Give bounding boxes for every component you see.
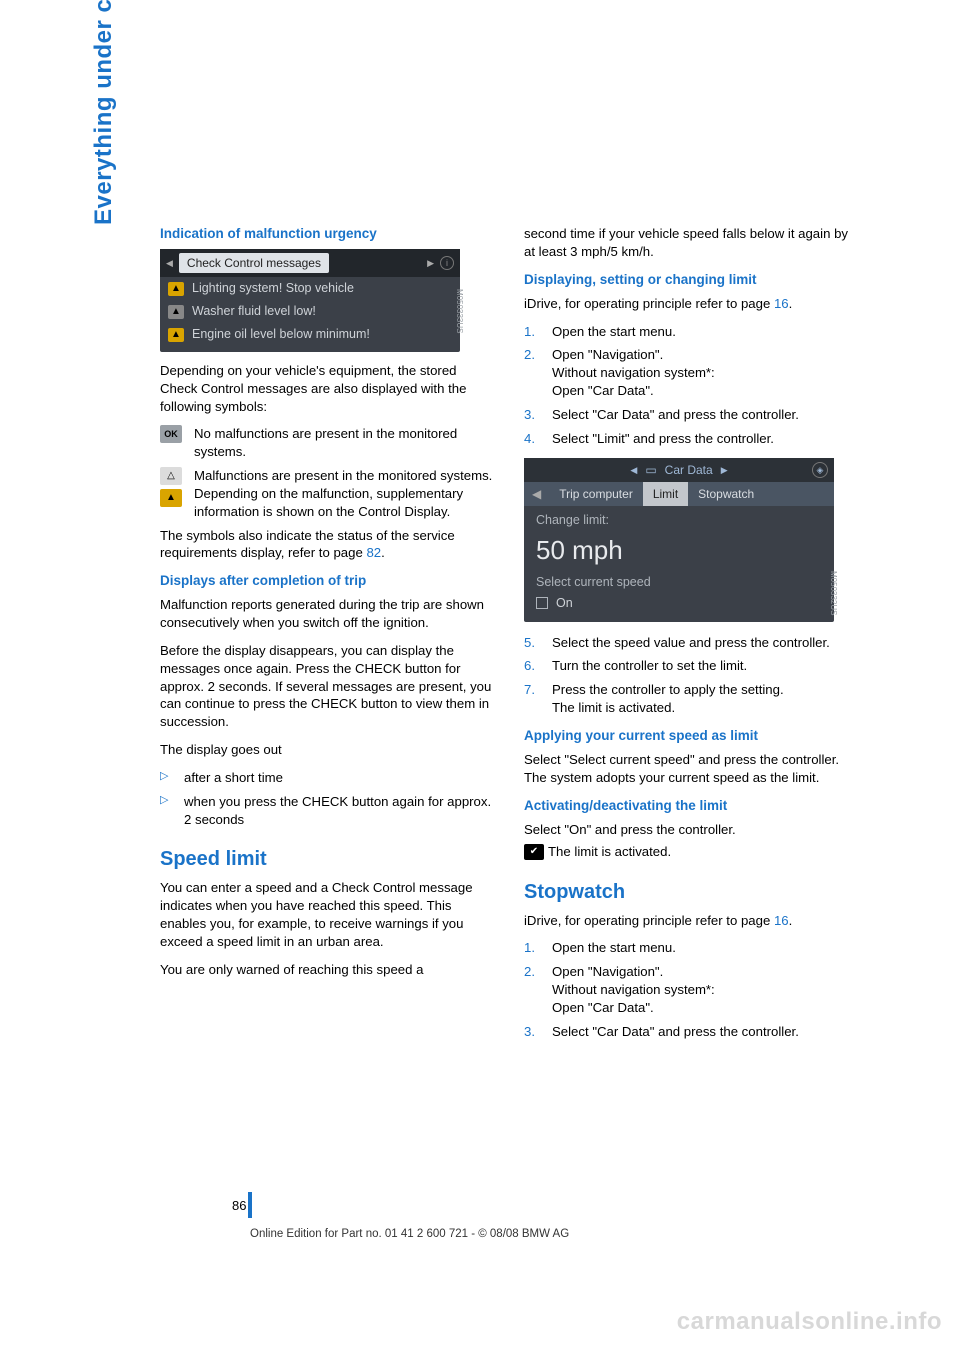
info-icon: i: [440, 256, 454, 270]
breadcrumb-label: Car Data: [665, 462, 713, 478]
body-text: iDrive, for operating principle refer to…: [524, 295, 860, 313]
screenshot-car-data: ◀ ▭ Car Data ▶ ◈ ◀ Trip computer Limit S…: [524, 458, 834, 622]
on-label: On: [556, 595, 573, 612]
heading-stopwatch: Stopwatch: [524, 879, 860, 906]
warning-triangle-outline-icon: △: [160, 467, 182, 485]
body-text: You are only warned of reaching this spe…: [160, 961, 496, 979]
list-item: 2.Open "Navigation". Without navigation …: [524, 346, 860, 399]
list-item: 7.Press the controller to apply the sett…: [524, 681, 860, 717]
left-column: Indication of malfunction urgency ◀ Chec…: [160, 225, 496, 1050]
warning-triangle-icon: ▲: [160, 489, 182, 507]
screenshot-breadcrumb: ◀ ▭ Car Data ▶ ◈: [524, 458, 834, 482]
on-row: On: [536, 595, 822, 612]
nav-right-icon: ▶: [721, 464, 728, 476]
select-current-speed-label: Select current speed: [536, 574, 822, 591]
ordered-list: 1.Open the start menu. 2.Open "Navigatio…: [524, 323, 860, 448]
section-tab: Everything under control: [90, 0, 118, 225]
list-item: 5.Select the speed value and press the c…: [524, 634, 860, 652]
bullet-list: after a short time when you press the CH…: [160, 769, 496, 828]
heading-speed-limit: Speed limit: [160, 846, 496, 873]
list-item: 1.Open the start menu.: [524, 323, 860, 341]
page-content: Indication of malfunction urgency ◀ Chec…: [160, 225, 860, 1050]
nav-left-icon: ◀: [524, 482, 549, 506]
body-text: No malfunctions are present in the monit…: [194, 425, 496, 461]
body-text: The symbols also indicate the status of …: [160, 527, 496, 563]
page-link[interactable]: 16: [774, 913, 789, 928]
list-item: 6.Turn the controller to set the limit.: [524, 657, 860, 675]
cc-row-text: Engine oil level below minimum!: [192, 326, 370, 343]
ordered-list: 1.Open the start menu. 2.Open "Navigatio…: [524, 939, 860, 1040]
heading-displays-after-trip: Displays after completion of trip: [160, 572, 496, 590]
list-item: 2.Open "Navigation". Without navigation …: [524, 963, 860, 1016]
check-control-button: Check Control messages: [179, 253, 329, 273]
nav-left-icon: ◀: [630, 464, 637, 476]
checkbox-icon: [536, 597, 548, 609]
screenshot-header: ◀ Check Control messages ▶ i: [160, 249, 460, 277]
body-text: Depending on your vehicle's equipment, t…: [160, 362, 496, 415]
cc-row: ▲ Engine oil level below minimum!: [160, 323, 460, 346]
warning-triangle-icon: ▲: [168, 305, 184, 319]
tab-bar: ◀ Trip computer Limit Stopwatch: [524, 482, 834, 506]
warning-triangle-icon: ▲: [168, 282, 184, 296]
page-number: 86: [232, 1192, 252, 1218]
tab-trip-computer: Trip computer: [549, 482, 643, 506]
body-text: You can enter a speed and a Check Contro…: [160, 879, 496, 950]
speed-value: 50 mph: [536, 533, 822, 568]
body-text: Select "On" and press the controller.: [524, 821, 860, 839]
image-code: M050333US: [453, 289, 464, 333]
tab-limit: Limit: [643, 482, 688, 506]
watermark: carmanualsonline.info: [677, 1308, 942, 1336]
footer-text: Online Edition for Part no. 01 41 2 600 …: [250, 1228, 569, 1240]
tab-stopwatch: Stopwatch: [688, 482, 764, 506]
list-item: 3.Select "Car Data" and press the contro…: [524, 1023, 860, 1041]
list-item: 1.Open the start menu.: [524, 939, 860, 957]
body-text: Select "Select current speed" and press …: [524, 751, 860, 787]
cc-row: ▲ Lighting system! Stop vehicle: [160, 277, 460, 300]
warning-triangle-icon: ▲: [168, 328, 184, 342]
page-link[interactable]: 82: [366, 545, 381, 560]
heading-applying-current-speed: Applying your current speed as limit: [524, 727, 860, 745]
body-text: ✔The limit is activated.: [524, 843, 860, 861]
change-limit-label: Change limit:: [536, 512, 822, 529]
image-code: M050332US: [827, 571, 838, 615]
list-item: 4.Select "Limit" and press the controlle…: [524, 430, 860, 448]
list-item: 3.Select "Car Data" and press the contro…: [524, 406, 860, 424]
cc-row-text: Lighting system! Stop vehicle: [192, 280, 354, 297]
right-column: second time if your vehicle speed falls …: [524, 225, 860, 1050]
heading-malfunction-urgency: Indication of malfunction urgency: [160, 225, 496, 243]
list-item: when you press the CHECK button again fo…: [160, 793, 496, 829]
car-data-icon: ▭: [645, 462, 656, 478]
heading-displaying-limit: Displaying, setting or changing limit: [524, 271, 860, 289]
page-link[interactable]: 16: [774, 296, 789, 311]
body-text: second time if your vehicle speed falls …: [524, 225, 860, 261]
cc-row-text: Washer fluid level low!: [192, 303, 316, 320]
body-text: iDrive, for operating principle refer to…: [524, 912, 860, 930]
body-text: Malfunction reports generated during the…: [160, 596, 496, 632]
body-text: Before the display disappears, you can d…: [160, 642, 496, 731]
checkmark-icon: ✔: [524, 844, 544, 860]
nav-left-icon: ◀: [166, 257, 173, 269]
ok-icon: OK: [160, 425, 182, 443]
nav-right-icon: ▶: [427, 257, 434, 269]
screenshot-check-control: ◀ Check Control messages ▶ i ▲ Lighting …: [160, 249, 460, 352]
body-text: Malfunctions are present in the monitore…: [194, 467, 496, 520]
list-item: after a short time: [160, 769, 496, 787]
ordered-list: 5.Select the speed value and press the c…: [524, 634, 860, 717]
target-icon: ◈: [812, 462, 828, 478]
body-text: The display goes out: [160, 741, 496, 759]
heading-activating-limit: Activating/deactivating the limit: [524, 797, 860, 815]
cc-row: ▲ Washer fluid level low!: [160, 300, 460, 323]
